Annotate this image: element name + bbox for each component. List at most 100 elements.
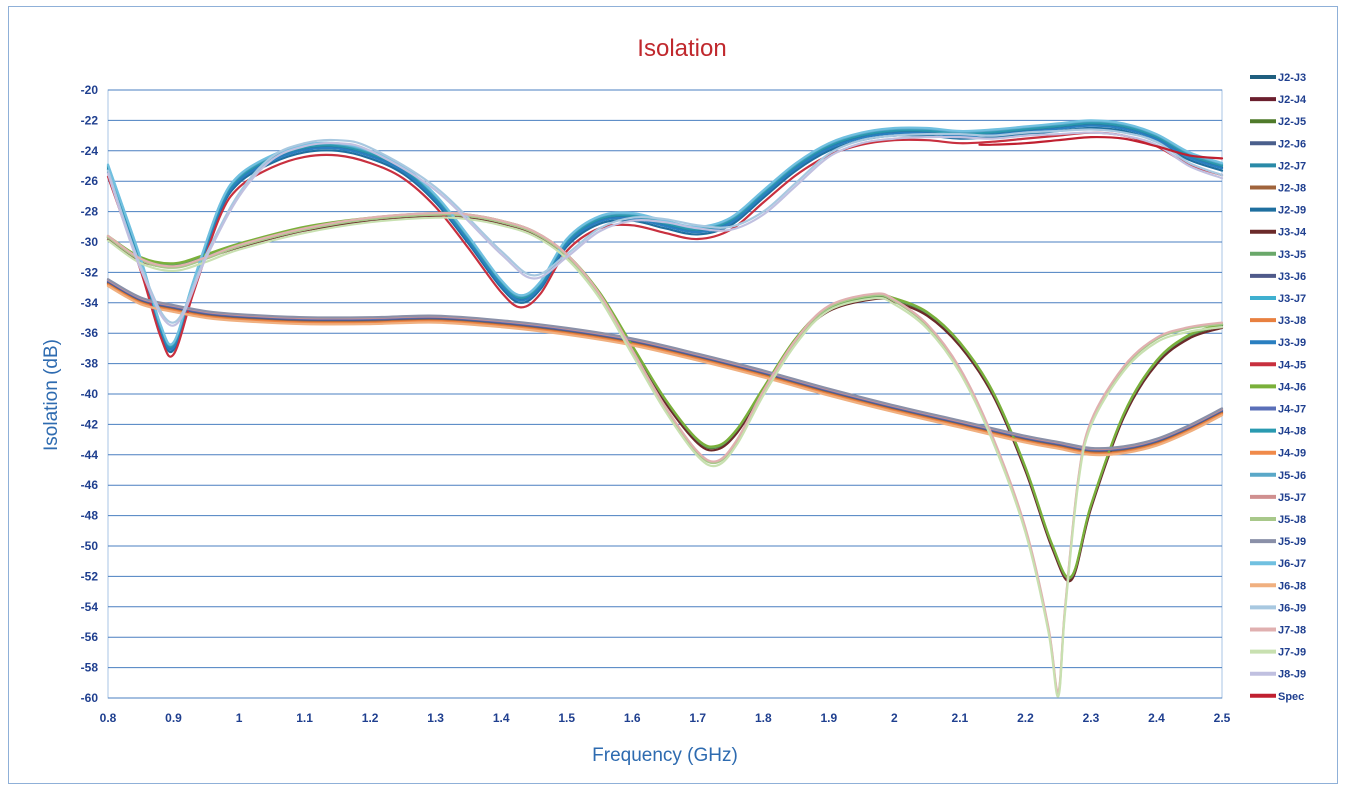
legend-item: J2-J9 (1250, 205, 1306, 217)
legend-item: J2-J4 (1250, 94, 1307, 106)
legend-label: J5-J7 (1278, 492, 1306, 504)
legend-item: J2-J3 (1250, 72, 1306, 84)
y-tick-labels: -20 -22 -24 -26 -28 -30 -32 -34 -36 -38 -40 -42 -44 -… (81, 83, 99, 705)
legend-label: J6-J7 (1278, 558, 1306, 570)
legend-label: J2-J7 (1278, 160, 1306, 172)
y-tick-label: -22 (81, 113, 99, 127)
series-line-j4-j9 (106, 284, 1224, 456)
legend-label: J3-J9 (1278, 337, 1306, 349)
legend-item: J3-J9 (1250, 337, 1306, 349)
series-line-j7-j8 (106, 211, 1224, 694)
legend-label: J2-J5 (1278, 116, 1306, 128)
legend-item: J5-J6 (1250, 470, 1306, 482)
x-tick-label: 2.2 (1017, 711, 1034, 725)
series-line-j4-j6 (106, 211, 1224, 579)
legend-item: J4-J8 (1250, 426, 1306, 438)
legend-item: J4-J7 (1250, 404, 1306, 416)
legend-item: J3-J8 (1250, 315, 1306, 327)
series-line-j5-j7 (106, 278, 1224, 451)
legend-item: J6-J9 (1250, 602, 1306, 614)
y-tick-label: -26 (81, 174, 99, 188)
x-tick-label: 1.8 (755, 711, 772, 725)
legend-item: Spec (1250, 691, 1304, 703)
x-tick-label: 1.5 (558, 711, 575, 725)
legend-label: J2-J4 (1278, 94, 1307, 106)
legend-item: J3-J4 (1250, 227, 1307, 239)
y-tick-label: -36 (81, 326, 99, 340)
legend-label: J6-J8 (1278, 580, 1306, 592)
legend-item: J5-J7 (1250, 492, 1306, 504)
legend-item: J6-J7 (1250, 558, 1306, 570)
x-tick-label: 2 (891, 711, 898, 725)
legend-label: J5-J6 (1278, 470, 1306, 482)
legend-label: J4-J7 (1278, 404, 1306, 416)
legend-label: J5-J8 (1278, 514, 1306, 526)
legend-label: J2-J8 (1278, 183, 1306, 195)
y-tick-label: -44 (81, 448, 99, 462)
x-tick-label: 1.6 (624, 711, 641, 725)
series-line-j2-j6 (106, 281, 1224, 453)
y-tick-label: -58 (81, 661, 99, 675)
legend-item: J8-J9 (1250, 669, 1306, 681)
series-line-j5-j9 (106, 278, 1224, 450)
series-line-j3-j8 (106, 283, 1224, 455)
series-line-j3-j4 (106, 215, 1224, 583)
legend-label: J6-J9 (1278, 602, 1306, 614)
legend-label: J3-J7 (1278, 293, 1306, 305)
chart-frame (8, 6, 1338, 784)
y-tick-label: -34 (81, 296, 99, 310)
legend-label: J2-J6 (1278, 138, 1306, 150)
y-tick-label: -30 (81, 235, 99, 249)
legend-item: J2-J6 (1250, 138, 1306, 150)
y-axis-title: Isolation (dB) (41, 339, 62, 451)
x-tick-label: 1.1 (296, 711, 313, 725)
legend-label: J3-J4 (1278, 227, 1307, 239)
y-tick-label: -54 (81, 600, 99, 614)
x-tick-label: 1.7 (689, 711, 706, 725)
legend-label: J5-J9 (1278, 536, 1306, 548)
y-tick-label: -40 (81, 387, 99, 401)
legend-label: J3-J8 (1278, 315, 1306, 327)
x-tick-label: 0.9 (165, 711, 182, 725)
legend-item: J5-J8 (1250, 514, 1306, 526)
x-tick-label: 2.5 (1214, 711, 1231, 725)
x-tick-label: 0.8 (100, 711, 117, 725)
legend-label: J4-J9 (1278, 448, 1306, 460)
y-tick-label: -32 (81, 265, 99, 279)
y-tick-label: -56 (81, 630, 99, 644)
series-line-j6-j9 (106, 128, 1224, 324)
x-tick-label: 1.2 (362, 711, 379, 725)
legend-label: J7-J8 (1278, 625, 1306, 637)
x-tick-label: 2.1 (952, 711, 969, 725)
x-axis-title: Frequency (GHz) (592, 745, 738, 766)
legend-item: J4-J9 (1250, 448, 1306, 460)
legend-item: J4-J6 (1250, 381, 1306, 393)
legend-item: J4-J5 (1250, 359, 1306, 371)
series-line-j5-j8 (106, 213, 1224, 695)
x-tick-label: 2.3 (1083, 711, 1100, 725)
legend-label: J8-J9 (1278, 669, 1306, 681)
y-tick-label: -52 (81, 569, 99, 583)
y-tick-label: -20 (81, 83, 99, 97)
x-tick-label: 1.3 (427, 711, 444, 725)
y-tick-label: -60 (81, 691, 99, 705)
legend-item: J3-J5 (1250, 249, 1306, 261)
y-tick-label: -24 (81, 144, 99, 158)
x-tick-label: 1.9 (820, 711, 837, 725)
y-tick-label: -46 (81, 478, 99, 492)
series-line-spec (978, 135, 1224, 160)
y-tick-label: -38 (81, 357, 99, 371)
legend-label: J4-J5 (1278, 359, 1306, 371)
legend-item: J5-J9 (1250, 536, 1306, 548)
y-tick-label: -48 (81, 509, 99, 523)
legend-item: J3-J7 (1250, 293, 1306, 305)
series-line-j6-j7 (106, 119, 1224, 346)
legend-item: J2-J8 (1250, 183, 1306, 195)
y-tick-label: -28 (81, 205, 99, 219)
x-tick-label: 2.4 (1148, 711, 1165, 725)
series-line-j3-j5 (106, 212, 1224, 580)
series-line-j3-j6 (106, 280, 1224, 452)
series-line-j6-j8 (106, 285, 1224, 457)
legend-label: J4-J8 (1278, 426, 1306, 438)
